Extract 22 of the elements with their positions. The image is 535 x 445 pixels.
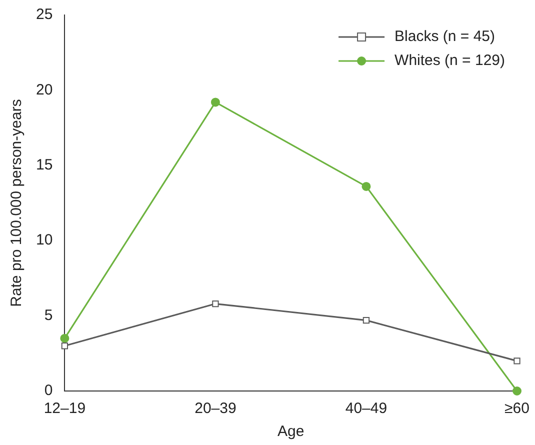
point [512,386,522,396]
y-tick-label: 5 [44,306,53,324]
x-axis-title: Age [277,423,304,440]
point [61,342,68,350]
x-tick-label: 40–49 [345,400,388,418]
x-tick-label: 12–19 [44,400,86,418]
y-tick-label: 10 [36,232,53,249]
y-tick-label: 20 [36,81,53,98]
point [212,300,219,308]
point [514,358,520,364]
y-tick-label: 15 [36,156,53,174]
y-tick-label: 25 [36,6,53,24]
legend-label: Whites (n = 129) [394,52,506,70]
point [362,316,370,324]
point [362,182,371,191]
point [60,334,70,343]
legend-label: Blacks (n = 45) [394,28,496,46]
x-tick-label: 20–39 [194,400,236,418]
y-tick-label: 0 [44,382,53,400]
y-axis-title: Rate pro 100.000 person-years [8,99,26,307]
point [210,98,220,107]
x-tick-label: ≥60 [504,400,530,418]
